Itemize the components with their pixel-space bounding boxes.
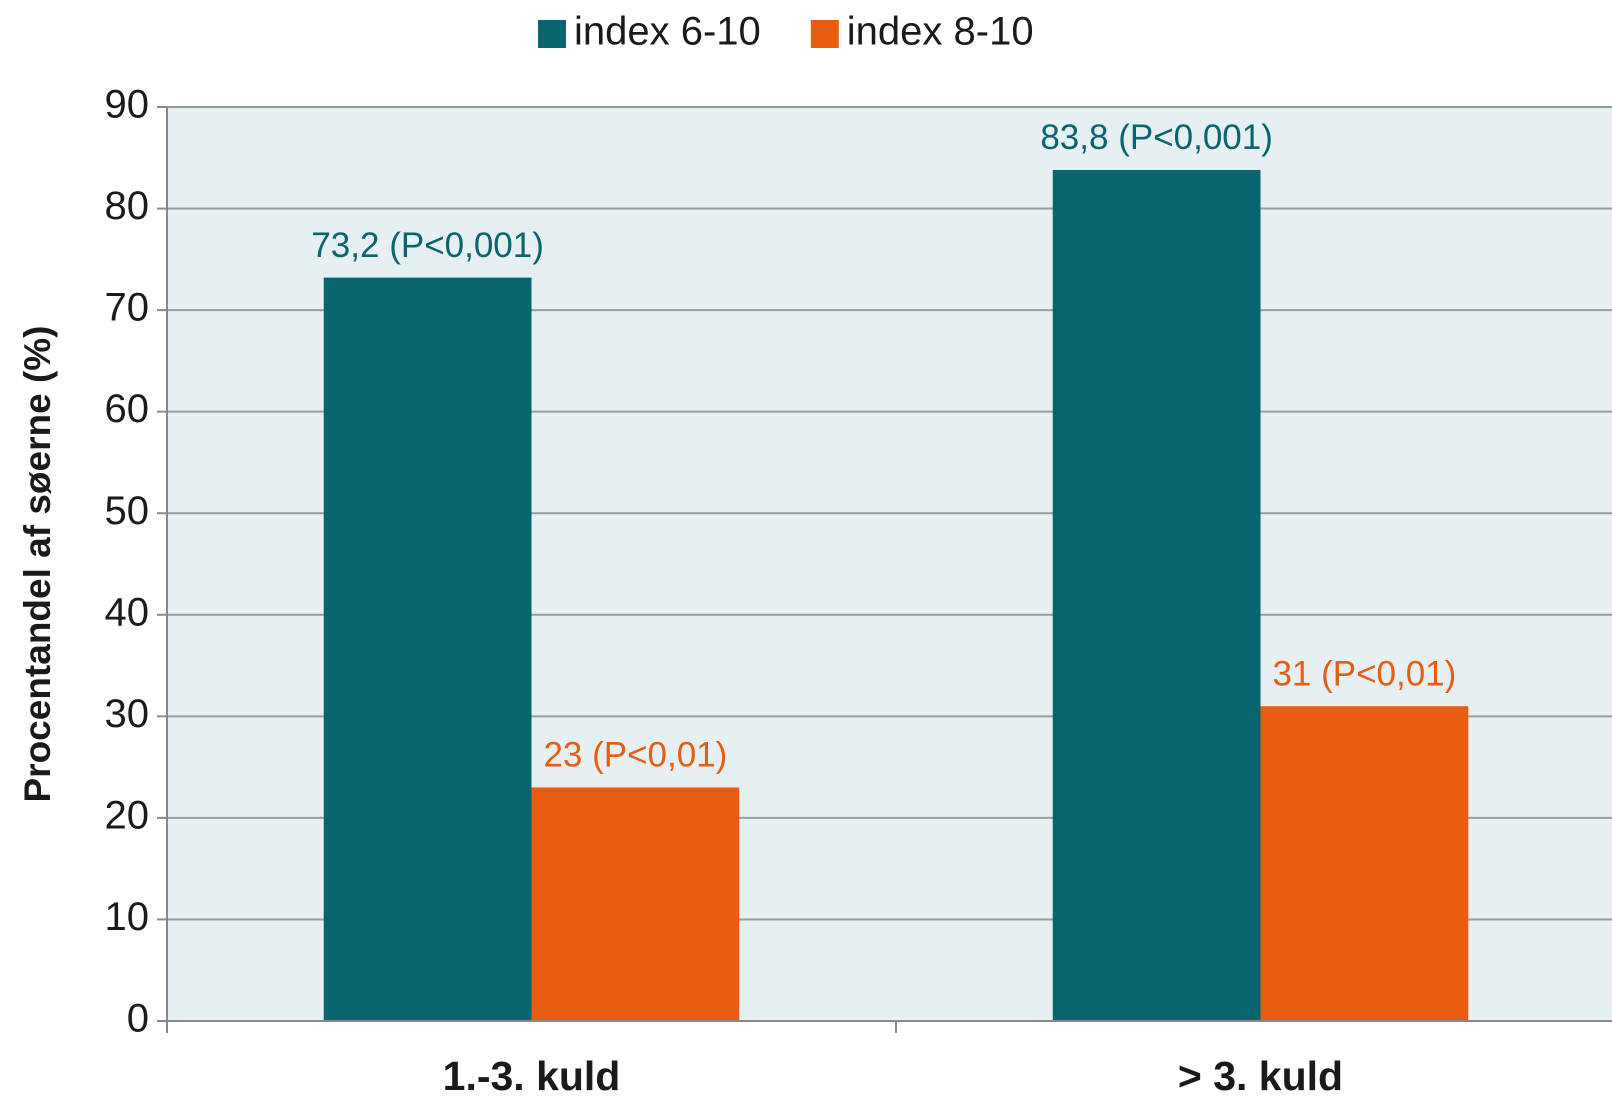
value-label: 23 (P<0,01): [543, 736, 727, 775]
y-tick-label: 60: [105, 387, 150, 431]
bar: [531, 787, 740, 1021]
bar: [323, 277, 532, 1021]
value-label: 73,2 (P<0,001): [311, 226, 544, 265]
y-tick-label: 0: [127, 997, 149, 1041]
legend-label: index 6-10: [574, 10, 761, 54]
x-tick-label: 1.-3. kuld: [443, 1053, 621, 1099]
y-tick-label: 90: [105, 83, 150, 127]
bar: [1052, 169, 1261, 1021]
x-tick-label: > 3. kuld: [1178, 1053, 1343, 1099]
value-label: 83,8 (P<0,001): [1040, 118, 1273, 157]
y-tick-label: 10: [105, 895, 150, 939]
y-tick-label: 70: [105, 286, 150, 330]
y-tick-label: 80: [105, 184, 150, 228]
bar: [1260, 706, 1469, 1021]
legend-label: index 8-10: [847, 10, 1034, 54]
y-tick-label: 40: [105, 590, 150, 634]
y-tick-label: 50: [105, 489, 150, 533]
value-label: 31 (P<0,01): [1272, 654, 1456, 693]
legend-swatch: [538, 20, 566, 48]
legend-swatch: [810, 20, 839, 48]
y-axis-label: Procentandel af søerne (%): [17, 325, 58, 802]
y-tick-label: 20: [105, 793, 150, 837]
y-tick-label: 30: [105, 692, 150, 736]
